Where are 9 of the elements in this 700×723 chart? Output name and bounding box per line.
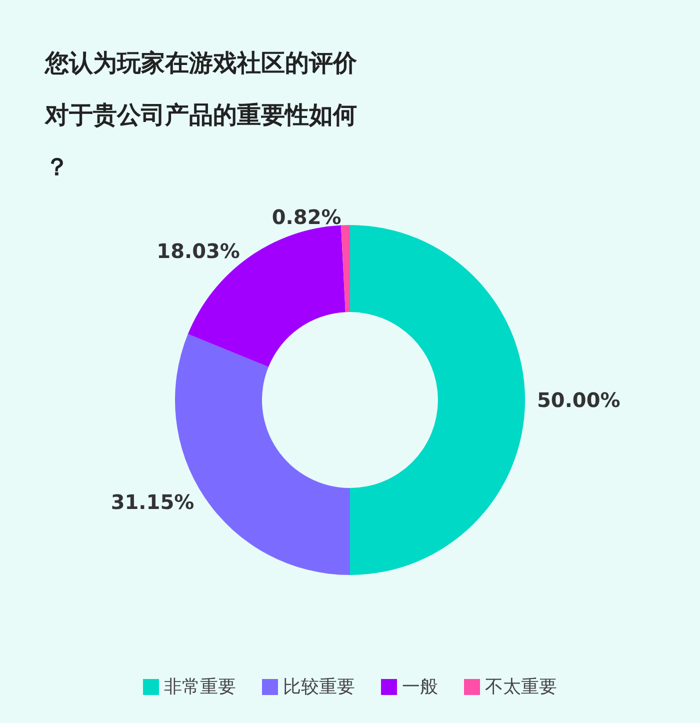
legend-label: 比较重要 [283, 676, 355, 698]
data-label: 18.03% [156, 238, 240, 263]
data-label: 50.00% [537, 388, 620, 412]
data-label: 31.15% [110, 490, 194, 514]
legend-label: 不太重要 [485, 676, 557, 698]
legend-label: 一般 [402, 676, 438, 698]
legend-label: 非常重要 [164, 676, 236, 698]
data-label: 0.82% [272, 205, 342, 230]
chart-title: 您认为玩家在游戏社区的评价对于贵公司产品的重要性如何？ [44, 49, 358, 181]
